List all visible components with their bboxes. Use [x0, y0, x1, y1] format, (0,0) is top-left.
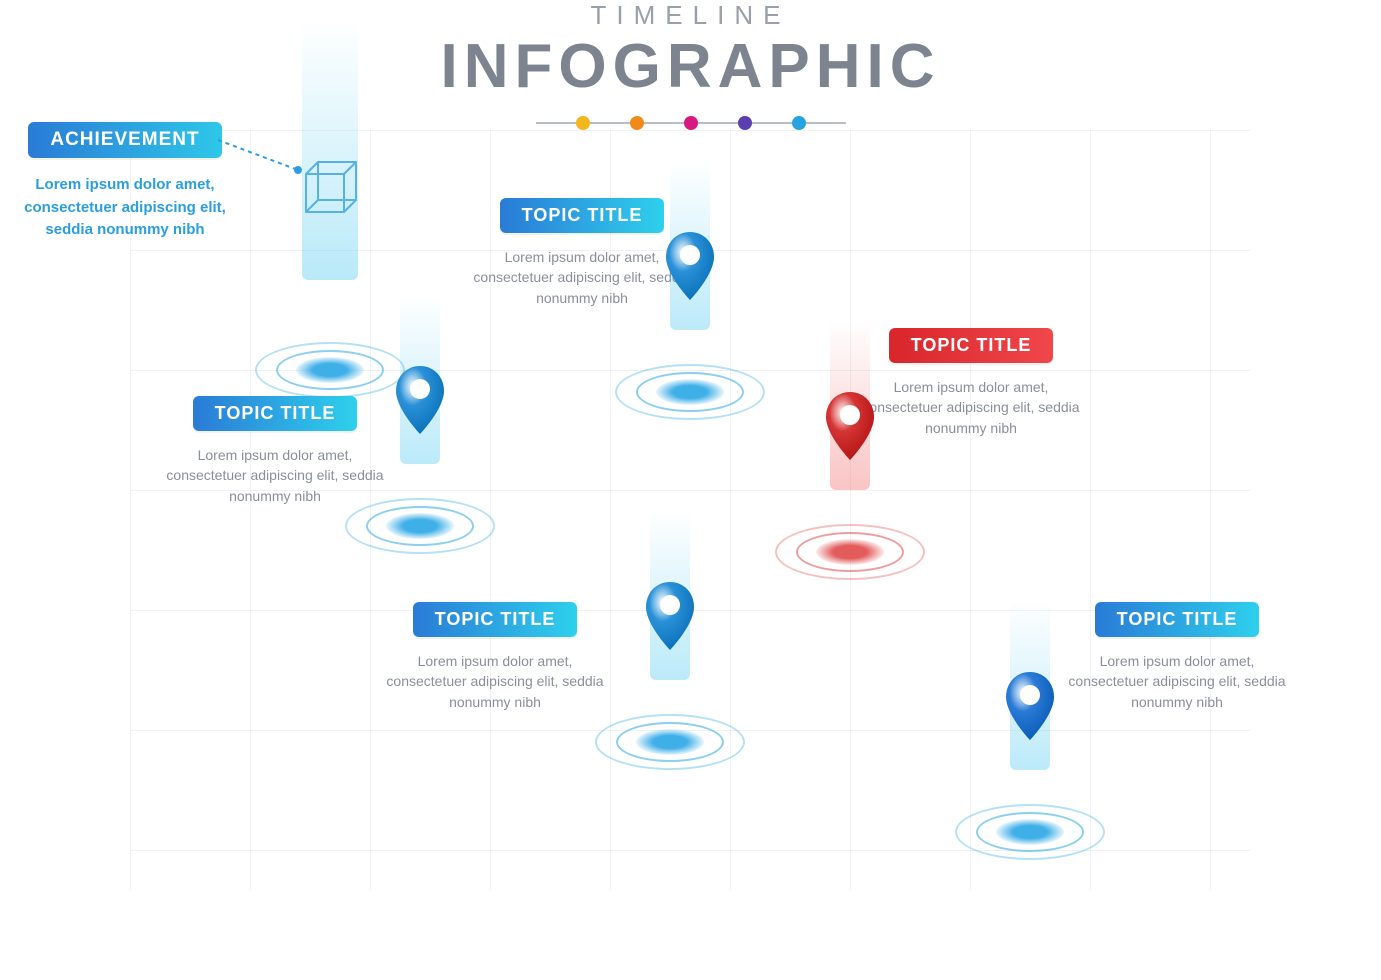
topic-desc: Lorem ipsum dolor amet, consectetuer adi… — [467, 247, 697, 308]
topic-block-t3: TOPIC TITLE Lorem ipsum dolor amet, cons… — [856, 328, 1086, 438]
cube-icon — [298, 156, 362, 220]
topic-badge-label: TOPIC TITLE — [215, 403, 336, 423]
topic-badge-label: TOPIC TITLE — [911, 335, 1032, 355]
topic-block-t4: TOPIC TITLE Lorem ipsum dolor amet, cons… — [380, 602, 610, 712]
infographic-stage: TIMELINE INFOGRAPHIC ACHIEVEMENT Lorem i… — [0, 0, 1381, 980]
topic-badge: TOPIC TITLE — [500, 198, 665, 233]
topic-badge: TOPIC TITLE — [413, 602, 578, 637]
topic-desc: Lorem ipsum dolor amet, consectetuer adi… — [380, 651, 610, 712]
topic-block-t1: TOPIC TITLE Lorem ipsum dolor amet, cons… — [160, 396, 390, 506]
topic-badge-label: TOPIC TITLE — [522, 205, 643, 225]
topic-badge-label: TOPIC TITLE — [1117, 609, 1238, 629]
topic-badge-label: TOPIC TITLE — [435, 609, 556, 629]
topic-desc: Lorem ipsum dolor amet, consectetuer adi… — [856, 377, 1086, 438]
topic-badge: TOPIC TITLE — [889, 328, 1054, 363]
topic-block-t5: TOPIC TITLE Lorem ipsum dolor amet, cons… — [1062, 602, 1292, 712]
topic-badge: TOPIC TITLE — [1095, 602, 1260, 637]
topic-desc: Lorem ipsum dolor amet, consectetuer adi… — [1062, 651, 1292, 712]
topic-desc: Lorem ipsum dolor amet, consectetuer adi… — [160, 445, 390, 506]
topic-badge: TOPIC TITLE — [193, 396, 358, 431]
topic-block-t2: TOPIC TITLE Lorem ipsum dolor amet, cons… — [467, 198, 697, 308]
